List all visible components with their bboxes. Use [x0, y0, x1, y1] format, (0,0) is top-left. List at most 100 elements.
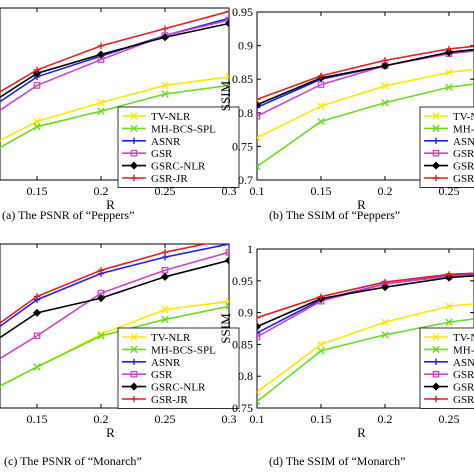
data-point-tv-nlr — [381, 318, 389, 326]
data-point-gsrc-nlr — [32, 308, 42, 317]
legend-marker — [432, 137, 440, 144]
legend-marker — [130, 333, 138, 341]
y-tick-label: 0.95 — [232, 5, 253, 19]
chart-panel-b: 0.1 0.15 0.2 0.250.70.750.80.850.90.95RSSIM… — [218, 5, 474, 222]
legend-entry: GSR-JR — [453, 173, 474, 185]
y-tick-label: 0.75 — [232, 401, 253, 415]
plot-area-a — [0, 7, 230, 181]
data-point-gsrc-nlr — [257, 322, 262, 331]
data-point-mh-bcs-spl — [317, 117, 325, 126]
legend-entry: TV-NLR — [151, 111, 191, 123]
chart-caption: (a) The PSNR of “Peppers” — [2, 208, 134, 222]
x-tick-label: 0.15 — [311, 184, 332, 198]
y-tick-label: 0.85 — [232, 72, 253, 86]
x-tick-label: 0.25 — [155, 412, 176, 426]
data-point-mh-bcs-spl — [33, 363, 41, 371]
chart-caption: (b) The SSIM of “Peppers” — [269, 208, 400, 222]
data-point-mh-bcs-spl — [225, 81, 229, 90]
data-point-mh-bcs-spl — [257, 397, 261, 406]
series-line-gsrc-nlr — [257, 48, 474, 106]
legend-marker — [130, 174, 138, 182]
series-line-asnr — [0, 17, 229, 103]
series-group — [0, 8, 229, 149]
legend-entry: TV-NLR — [151, 332, 191, 344]
data-point-mh-bcs-spl — [257, 162, 261, 171]
data-point-gsr — [257, 333, 261, 341]
y-tick-label: 0.7 — [238, 173, 253, 187]
x-axis-label: R — [106, 425, 115, 440]
data-point-asnr — [257, 104, 261, 111]
data-point-tv-nlr — [317, 340, 325, 349]
chart-caption: (c) The PSNR of “Monarch” — [4, 454, 142, 468]
data-point-gsrc-nlr — [257, 100, 262, 109]
series-line-gsr — [0, 19, 229, 112]
data-point-gsrc-nlr — [380, 61, 390, 70]
data-point-tv-nlr — [445, 68, 453, 77]
data-point-mh-bcs-spl — [97, 107, 105, 115]
data-point-gsr-jr — [225, 8, 229, 15]
legend-marker — [432, 174, 440, 182]
y-tick-label: 0.95 — [232, 274, 253, 288]
legend-entry: TV-NL — [453, 111, 474, 123]
legend-entry: GSR-JR — [151, 173, 188, 185]
data-point-gsr-jr — [317, 72, 325, 80]
legend-marker — [432, 395, 440, 403]
legend-entry: GSR — [151, 369, 173, 381]
data-point-gsrc-nlr — [380, 283, 390, 292]
data-point-mh-bcs-spl — [161, 90, 169, 98]
data-point-gsr-jr — [257, 314, 261, 321]
x-axis-label: R — [106, 197, 115, 212]
x-tick-label: 0.25 — [439, 412, 460, 426]
chart-caption: (d) The SSIM of “Monarch” — [269, 454, 405, 468]
legend-marker — [432, 149, 440, 157]
chart-panel-a: 0.15 0.2 0.25 0.3RTV-NLRMH-BCS-SPLASNRGSRGS… — [0, 7, 240, 222]
data-point-gsrc-nlr — [96, 50, 106, 59]
legend-marker — [130, 149, 138, 157]
x-axis-label: R — [357, 425, 366, 440]
data-point-gsr-jr — [226, 236, 232, 242]
data-point-gsr-jr — [161, 249, 169, 256]
y-tick-label: 1 — [247, 242, 253, 256]
data-point-tv-nlr — [97, 98, 105, 107]
data-point-mh-bcs-spl — [381, 99, 389, 107]
legend-marker — [130, 370, 138, 378]
data-point-tv-nlr — [317, 102, 325, 110]
data-point-mh-bcs-spl — [317, 347, 325, 355]
plot-area-b — [256, 11, 474, 181]
legend-marker — [431, 382, 441, 391]
data-point-gsr — [225, 248, 229, 256]
legend-marker — [130, 124, 138, 133]
y-tick-label: 0.85 — [232, 337, 253, 351]
data-point-gsr-jr — [97, 267, 105, 274]
data-point-tv-nlr — [381, 82, 389, 90]
y-axis-label: SSIM — [218, 80, 233, 111]
y-tick-label: 0.9 — [238, 39, 253, 53]
legend-entry: GSRC-NLR — [151, 161, 206, 173]
y-axis-label: SSIM — [218, 313, 233, 344]
x-tick-label: 0.15 — [311, 412, 332, 426]
data-point-asnr — [257, 329, 261, 337]
data-point-gsr-jr — [33, 293, 41, 300]
x-tick-label: 0.1 — [250, 184, 265, 198]
legend-entry: GSRC-N — [453, 382, 474, 394]
legend-entry: MH-BCS-SPL — [151, 123, 216, 135]
legend-marker — [432, 112, 440, 120]
legend-entry: ASNR — [151, 136, 181, 148]
data-point-gsrc-nlr — [160, 272, 170, 281]
data-point-gsr-jr — [97, 42, 105, 50]
chart-panel-c: 0.15 0.2 0.25 0.3RTV-NLRMH-BCS-SPLASNRGSRGS… — [0, 236, 240, 468]
legend-entry: GSR — [453, 148, 474, 160]
x-tick-label: 0.2 — [378, 184, 393, 198]
legend-entry: ASNR — [453, 357, 474, 369]
data-point-gsrc-nlr — [160, 33, 170, 42]
data-point-gsr — [33, 332, 41, 340]
data-point-tv-nlr — [225, 73, 229, 81]
legend-marker — [129, 382, 139, 391]
data-point-gsr-jr — [257, 96, 261, 103]
data-point-gsr-jr — [161, 25, 169, 32]
data-point-tv-nlr — [445, 302, 453, 310]
